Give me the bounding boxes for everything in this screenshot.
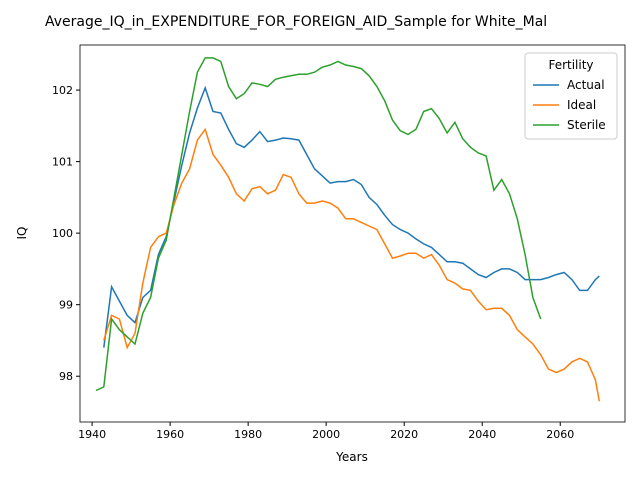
x-tick-label: 1960	[156, 428, 184, 441]
x-tick-label: 2060	[546, 428, 574, 441]
legend-box	[524, 52, 618, 140]
series-line	[103, 85, 600, 348]
plot-frame	[79, 44, 626, 423]
x-axis-label: Years	[335, 450, 368, 464]
series-line	[95, 57, 542, 392]
legend-title: Fertility	[548, 58, 593, 72]
y-axis-label: IQ	[15, 227, 29, 240]
legend-label: Actual	[567, 78, 605, 92]
y-tick-label: 100	[52, 227, 73, 240]
x-tick-label: 2000	[312, 428, 340, 441]
y-tick-label: 99	[59, 299, 73, 312]
chart-title: Average_IQ_in_EXPENDITURE_FOR_FOREIGN_AI…	[45, 14, 547, 30]
legend-label: Ideal	[567, 98, 596, 112]
legend-label: Sterile	[567, 118, 606, 132]
x-tick-label: 1940	[78, 428, 106, 441]
x-tick-label: 2020	[390, 428, 418, 441]
y-tick-label: 98	[59, 370, 73, 383]
x-tick-label: 2040	[468, 428, 496, 441]
x-tick-label: 1980	[234, 428, 262, 441]
y-tick-label: 102	[52, 84, 73, 97]
series-line	[103, 127, 601, 402]
y-tick-label: 101	[52, 156, 73, 169]
legend: Fertility Actual Ideal Sterile	[524, 52, 618, 140]
